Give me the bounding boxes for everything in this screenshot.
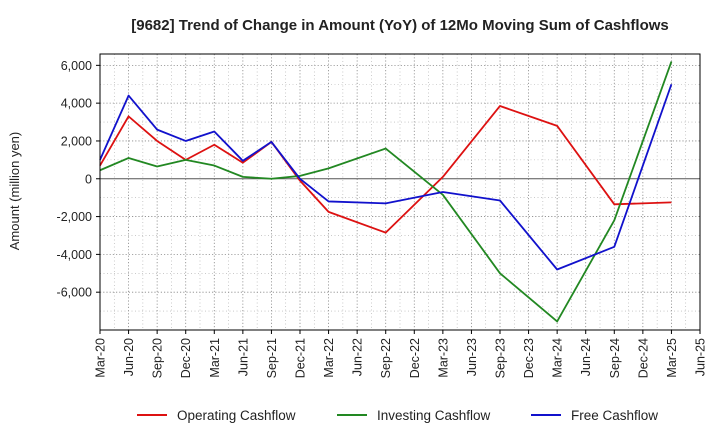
x-tick-label: Sep-20	[151, 338, 165, 378]
y-tick-label: 4,000	[61, 97, 92, 111]
x-tick-label: Dec-21	[294, 338, 308, 378]
y-tick-label: 6,000	[61, 59, 92, 73]
legend-label: Investing Cashflow	[377, 408, 491, 423]
x-tick-label: Mar-20	[94, 338, 108, 378]
x-tick-label: Jun-25	[694, 338, 708, 376]
x-tick-label: Dec-24	[636, 338, 650, 378]
y-ticks: -6,000 -4,000 -2,000 0 2,000 4,000 6,000	[57, 59, 100, 300]
x-tick-label: Jun-21	[236, 338, 250, 376]
x-tick-label: Dec-20	[179, 338, 193, 378]
x-tick-label: Sep-24	[608, 338, 622, 378]
x-ticks: Mar-20 Jun-20 Sep-20 Dec-20 Mar-21 Jun-21 Sep-…	[94, 330, 708, 378]
legend: Operating Cashflow Investing Cashflow Free…	[137, 408, 658, 423]
plot-area-frame	[99, 53, 701, 331]
x-tick-label: Mar-21	[208, 338, 222, 378]
series-line-operating-cashflow	[99, 105, 672, 234]
x-tick-label: Sep-23	[494, 338, 508, 378]
legend-label: Free Cashflow	[571, 408, 658, 423]
x-tick-label: Mar-23	[436, 338, 450, 378]
x-tick-label: Sep-22	[379, 338, 393, 378]
x-tick-label: Dec-22	[408, 338, 422, 378]
x-tick-label: Jun-20	[122, 338, 136, 376]
x-tick-label: Jun-22	[351, 338, 365, 376]
x-tick-label: Mar-24	[551, 338, 565, 378]
legend-label: Operating Cashflow	[177, 408, 296, 423]
series-line-free-cashflow	[99, 83, 673, 271]
x-tick-label: Sep-21	[265, 338, 279, 378]
series-line-investing-cashflow	[99, 61, 673, 323]
y-tick-label: -2,000	[57, 210, 92, 224]
x-tick-label: Jun-24	[579, 338, 593, 376]
grid-lines	[100, 54, 700, 330]
y-tick-label: -4,000	[57, 248, 92, 262]
x-tick-label: Dec-23	[522, 338, 536, 378]
y-tick-label: -6,000	[57, 286, 92, 300]
series-group	[99, 61, 673, 323]
chart-title: [9682] Trend of Change in Amount (YoY) o…	[131, 17, 669, 34]
x-tick-label: Mar-22	[322, 338, 336, 378]
x-tick-label: Jun-23	[465, 338, 479, 376]
y-tick-label: 0	[85, 172, 92, 186]
x-tick-label: Mar-25	[665, 338, 679, 378]
y-axis-label: Amount (million yen)	[7, 132, 22, 251]
y-tick-label: 2,000	[61, 134, 92, 148]
